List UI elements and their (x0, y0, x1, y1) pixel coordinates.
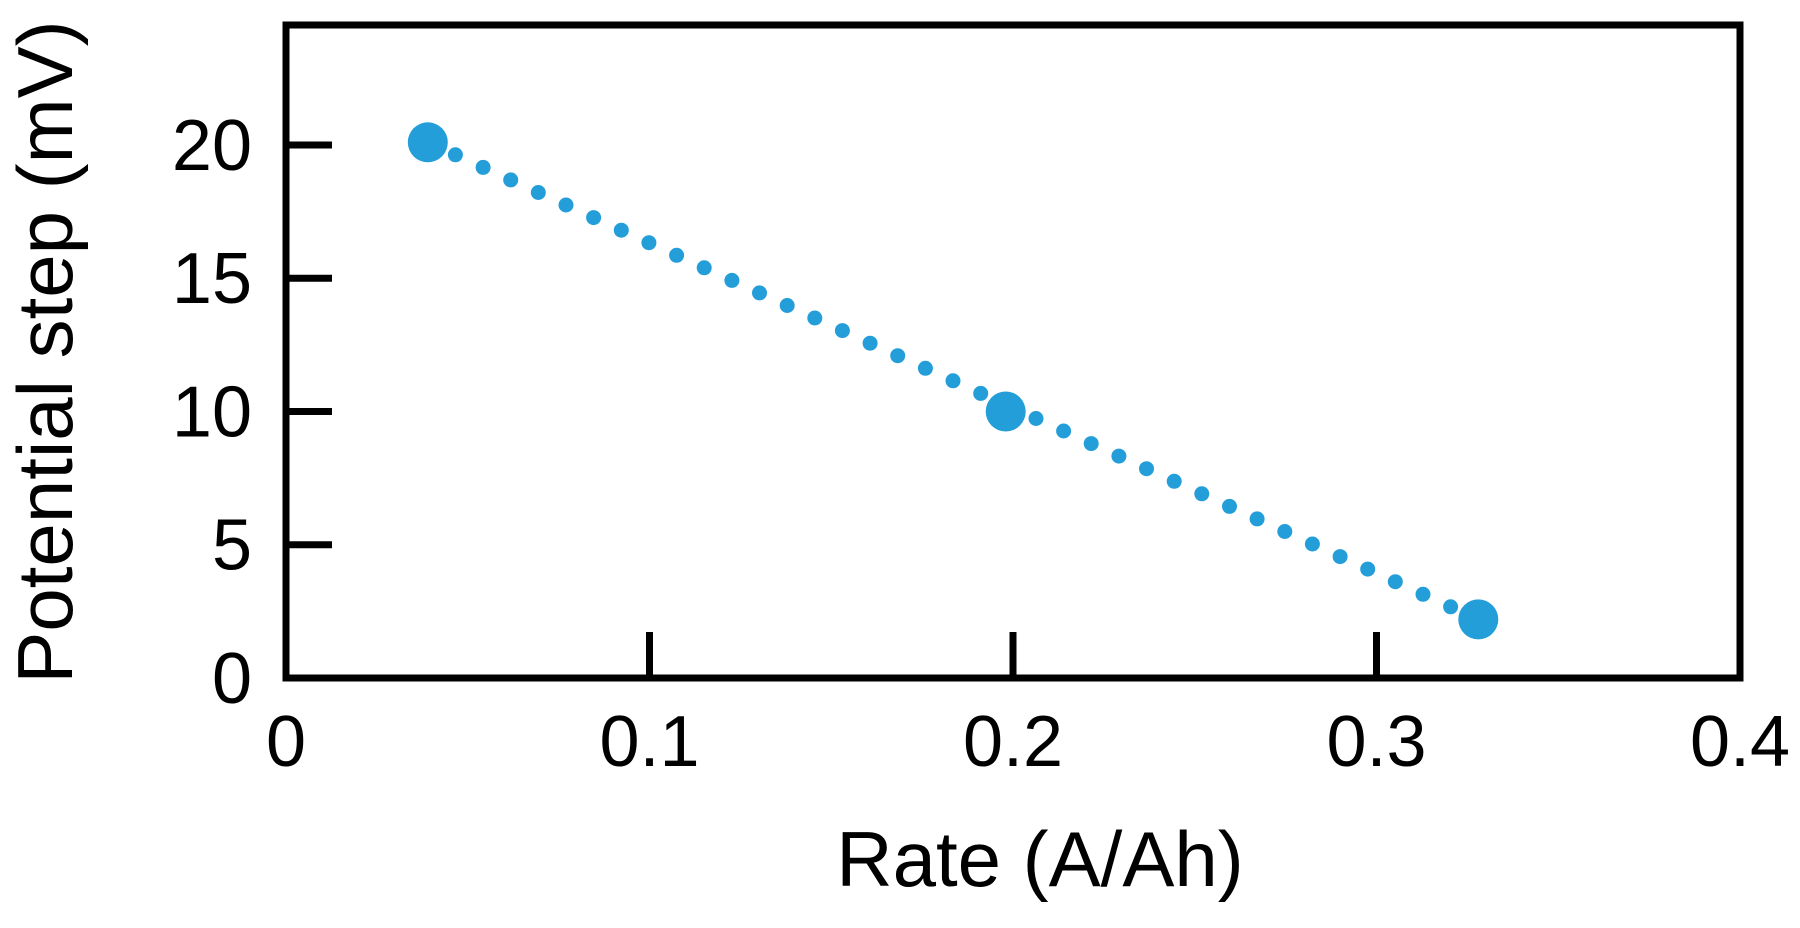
trend-dot (779, 298, 795, 313)
trend-dot (752, 285, 767, 301)
y-axis-label: Potential step (mV) (1, 20, 89, 683)
trend-dot (1415, 586, 1431, 602)
trend-dot (1194, 486, 1210, 502)
trend-dot (1166, 473, 1182, 489)
x-tick-label: 0.2 (963, 702, 1063, 782)
trend-dot (724, 272, 740, 288)
trend-dot (890, 348, 906, 364)
trend-dot (1443, 599, 1459, 615)
trend-dot (1277, 524, 1293, 539)
trend-dot (807, 310, 823, 326)
trend-dot (1083, 436, 1099, 452)
trend-dot (1249, 511, 1265, 527)
axis-ticks (286, 141, 1380, 678)
highlight-dot (1458, 599, 1499, 640)
trend-dot (669, 247, 685, 263)
trend-dot (1360, 561, 1376, 577)
trend-dot (917, 360, 933, 376)
y-tick-label: 5 (212, 506, 252, 586)
x-tick-label: 0.3 (1326, 702, 1426, 782)
trend-dot (862, 335, 878, 351)
trend-dot (1304, 536, 1320, 552)
x-tick-label: 0 (266, 702, 306, 782)
trend-dot (1056, 423, 1072, 439)
trend-dot (1028, 411, 1044, 426)
trend-dot (613, 222, 629, 238)
y-tick-label: 0 (212, 639, 252, 719)
trend-dot (641, 235, 657, 251)
y-tick-label: 20 (172, 106, 252, 186)
trend-dot (1139, 461, 1154, 477)
trend-dot (586, 210, 602, 226)
trend-dot (973, 385, 989, 401)
tick-labels: 0 0.1 0.2 0.3 0.4 0 5 10 15 20 (172, 106, 1790, 782)
highlight-dot (407, 122, 448, 163)
y-tick-label: 10 (172, 372, 252, 452)
trend-dot (503, 172, 519, 188)
x-axis-label: Rate (A/Ah) (836, 815, 1243, 903)
trend-dot (945, 373, 961, 389)
trend-dot (696, 260, 712, 276)
trend-dot (1387, 574, 1403, 590)
trend-dot (475, 159, 491, 175)
x-tick-label: 0.1 (599, 702, 699, 782)
trend-dot (558, 197, 574, 213)
trend-dot (834, 323, 850, 339)
trend-dot (1111, 448, 1127, 464)
trend-dot (530, 185, 546, 200)
highlight-dot (985, 391, 1026, 432)
trend-dot (1332, 549, 1348, 565)
data-points (407, 122, 1499, 640)
plot-frame (282, 21, 1744, 682)
y-tick-label: 15 (172, 239, 252, 319)
trend-dot (447, 147, 463, 163)
x-tick-label: 0.4 (1690, 702, 1790, 782)
trend-dot (1222, 498, 1237, 514)
